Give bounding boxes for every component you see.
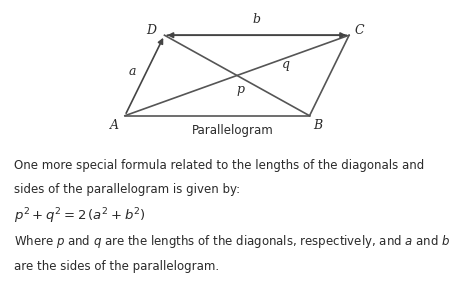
Text: B: B bbox=[313, 120, 322, 133]
Text: One more special formula related to the lengths of the diagonals and: One more special formula related to the … bbox=[14, 159, 425, 172]
Text: p: p bbox=[237, 83, 245, 96]
Text: C: C bbox=[355, 24, 365, 37]
Text: $p^2 + q^2 = 2\,(a^2 + b^2)$: $p^2 + q^2 = 2\,(a^2 + b^2)$ bbox=[14, 206, 146, 226]
Text: D: D bbox=[146, 24, 156, 37]
Text: are the sides of the parallelogram.: are the sides of the parallelogram. bbox=[14, 260, 219, 273]
Text: sides of the parallelogram is given by:: sides of the parallelogram is given by: bbox=[14, 183, 240, 196]
Text: q: q bbox=[282, 58, 290, 71]
Text: Where $p$ and $q$ are the lengths of the diagonals, respectively, and $a$ and $b: Where $p$ and $q$ are the lengths of the… bbox=[14, 233, 451, 250]
Text: Parallelogram: Parallelogram bbox=[192, 124, 274, 137]
Text: a: a bbox=[129, 65, 137, 78]
Text: b: b bbox=[253, 13, 261, 25]
Text: A: A bbox=[110, 120, 119, 133]
